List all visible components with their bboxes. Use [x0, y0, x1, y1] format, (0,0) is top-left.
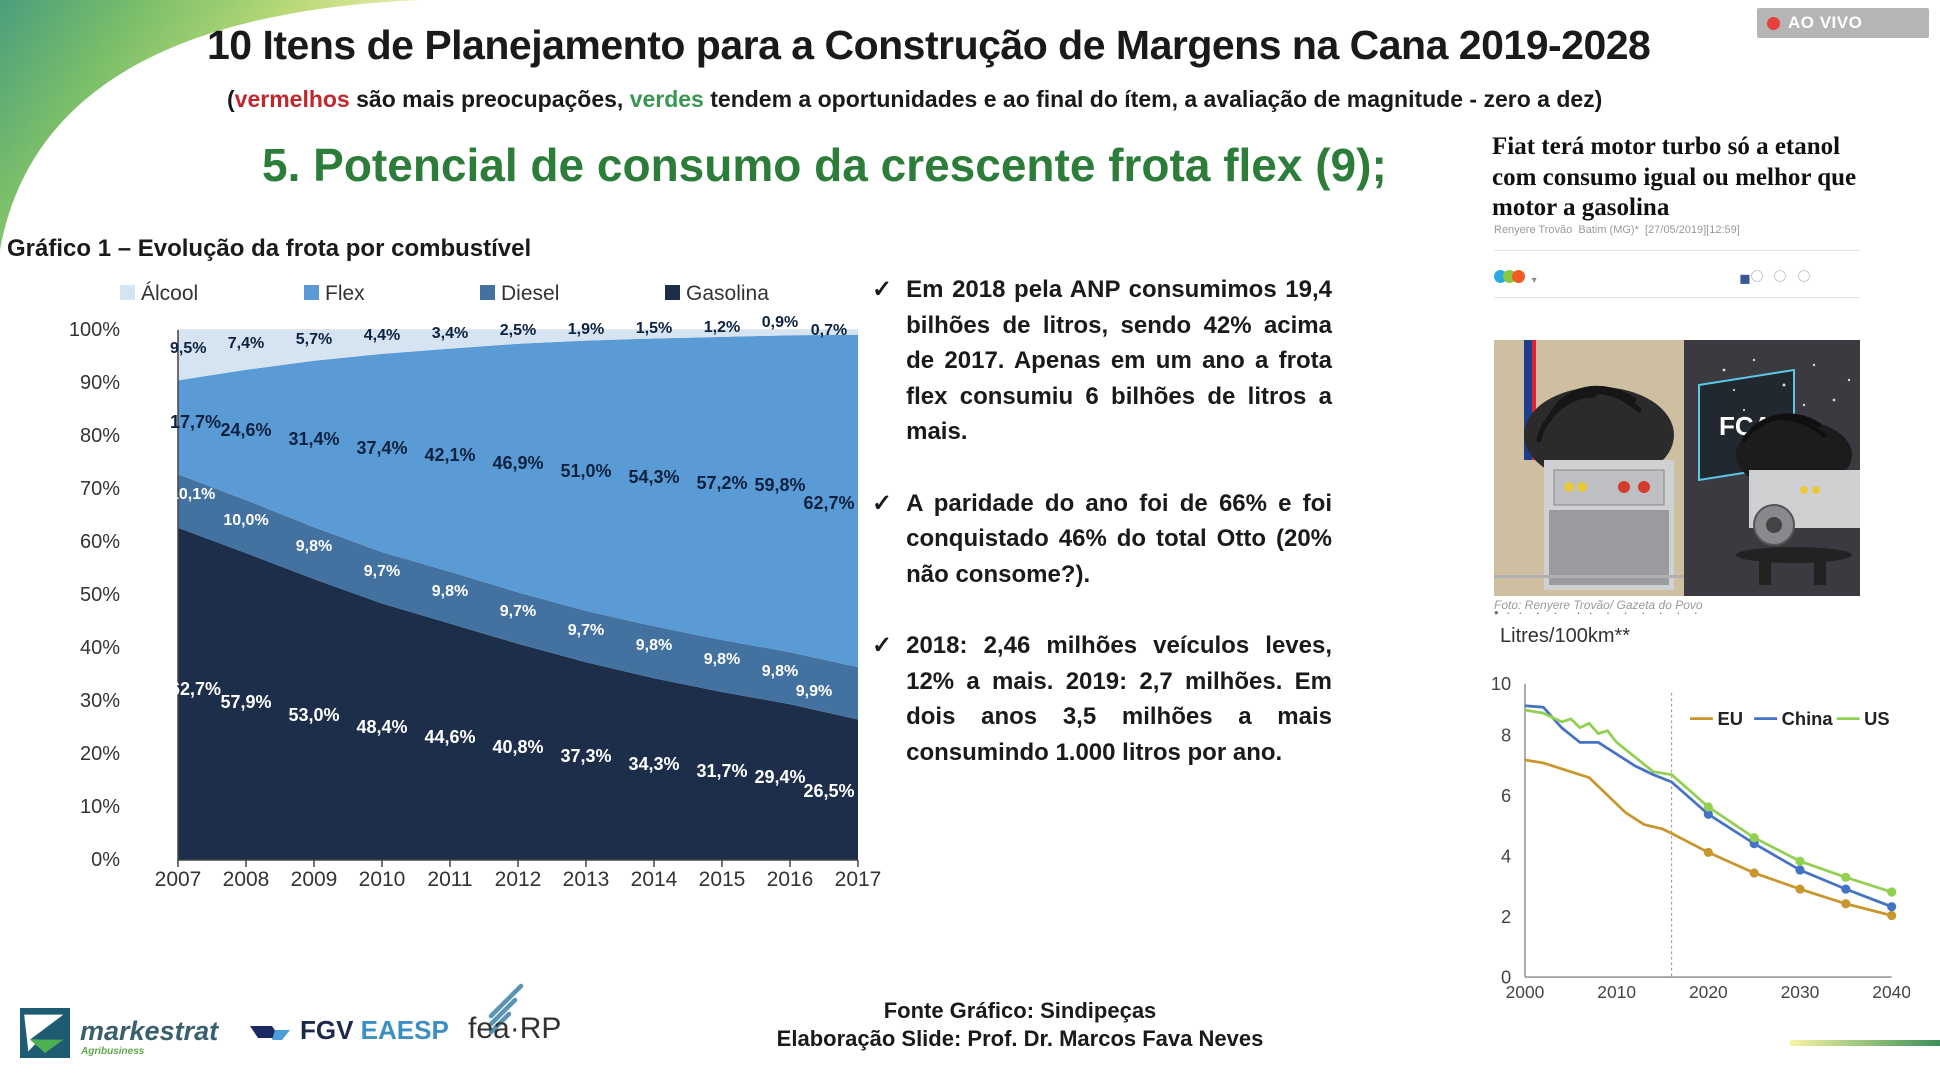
svg-text:2030: 2030: [1781, 982, 1820, 1002]
svg-text:US: US: [1864, 708, 1889, 729]
svg-text:4: 4: [1501, 846, 1511, 867]
svg-text:2040: 2040: [1872, 982, 1910, 1002]
svg-text:2010: 2010: [1597, 982, 1636, 1002]
svg-text:China: China: [1782, 708, 1834, 729]
svg-text:2000: 2000: [1506, 982, 1545, 1002]
svg-text:2020: 2020: [1689, 982, 1728, 1002]
svg-text:EU: EU: [1718, 708, 1743, 729]
svg-text:10: 10: [1491, 673, 1511, 694]
svg-text:8: 8: [1501, 725, 1511, 746]
svg-text:2: 2: [1501, 906, 1511, 927]
svg-text:6: 6: [1501, 785, 1511, 806]
